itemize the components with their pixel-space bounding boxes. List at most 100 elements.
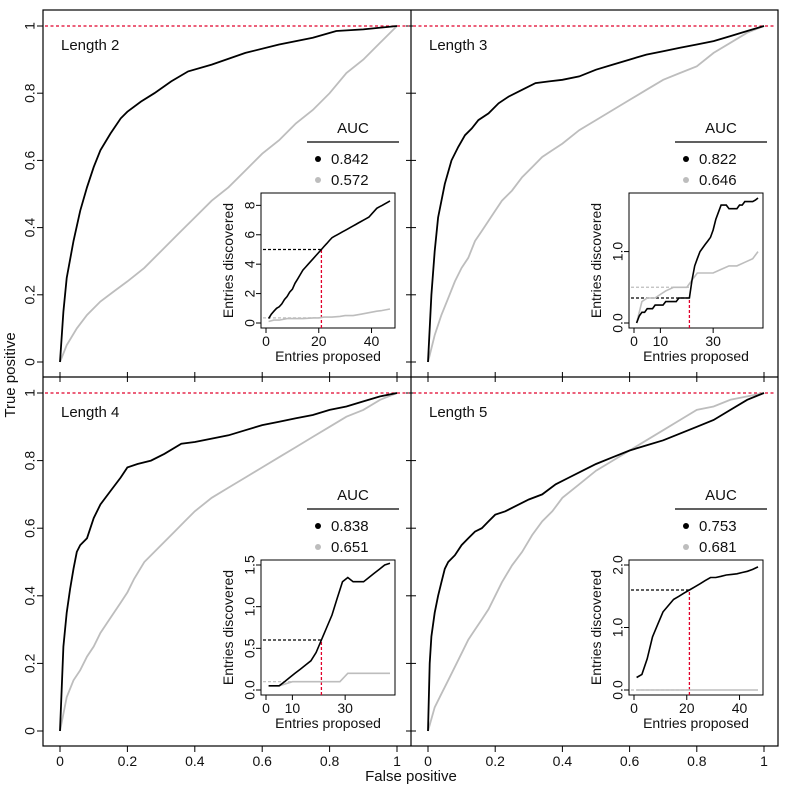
- y-axis-tick-label: 1: [22, 389, 38, 397]
- auc-legend-marker-primary: [683, 156, 689, 162]
- inset-curve-secondary: [268, 672, 390, 687]
- inset-y-tick-label: 4: [242, 260, 258, 268]
- auc-value-primary: 0.842: [331, 151, 369, 168]
- inset-x-tick-label: 30: [705, 333, 721, 349]
- auc-value-primary: 0.822: [699, 151, 737, 168]
- inset-y-tick-label: 0.0: [242, 680, 258, 700]
- inset-x-tick-label: 0: [262, 700, 270, 716]
- y-axis-tick-label: 0.8: [22, 451, 38, 471]
- roc-curve-primary: [427, 392, 765, 732]
- y-axis-tick-label: 0.2: [22, 653, 38, 673]
- inset-x-tick-label: 30: [337, 700, 353, 716]
- auc-legend-header: AUC: [705, 120, 737, 137]
- inset-frame: [260, 559, 396, 696]
- inset-y-tick-label: 0.0: [610, 313, 626, 333]
- x-axis-tick-label: 0.2: [118, 753, 138, 769]
- inset-x-label: Entries proposed: [275, 715, 381, 731]
- panel-title: Length 3: [429, 37, 487, 54]
- inset-y-label: Entries discovered: [220, 570, 236, 685]
- panel-2: Length 3 AUC 0.822 0.646 0 10 30 0.0 1.0 Entries …: [413, 25, 776, 364]
- auc-legend-header: AUC: [337, 487, 369, 504]
- x-axis-tick-label: 0.6: [620, 753, 640, 769]
- inset-y-tick-label: 2: [242, 289, 258, 297]
- inset-x-tick-label: 0: [630, 700, 638, 716]
- auc-legend-marker-secondary: [315, 177, 321, 183]
- inset-y-label: Entries discovered: [588, 570, 604, 685]
- panel-title: Length 5: [429, 404, 487, 421]
- auc-value-primary: 0.838: [331, 518, 369, 535]
- panel-1: Length 2 AUC 0.842 0.572 0 20 40 0 2 4 6 8 Entries p…: [45, 25, 409, 364]
- inset-y-label: Entries discovered: [220, 203, 236, 318]
- panel-4: Length 5 AUC 0.753 0.681 0 20 40 0.0 1.0 2.0 Entri…: [413, 392, 776, 732]
- auc-value-secondary: 0.572: [331, 172, 369, 189]
- auc-legend-marker-primary: [315, 523, 321, 529]
- inset-plot: 0 20 40 0 2 4 6 8 Entries proposed Entries discov…: [220, 192, 396, 364]
- roc-curve-secondary: [59, 25, 398, 363]
- y-axis-tick-label: 0.8: [22, 83, 38, 103]
- x-axis-tick-label: 0.2: [485, 753, 505, 769]
- inset-curve-primary: [268, 562, 391, 687]
- roc-curve-secondary: [427, 25, 765, 363]
- roc-curve-secondary: [427, 392, 765, 732]
- auc-value-primary: 0.753: [699, 518, 737, 535]
- inset-y-tick-label: 0: [242, 319, 258, 327]
- inset-y-tick-label: 2.0: [610, 555, 626, 575]
- x-axis-tick-label: 0: [56, 753, 64, 769]
- inset-y-label: Entries discovered: [588, 203, 604, 318]
- inset-x-label: Entries proposed: [275, 348, 381, 364]
- inset-frame: [628, 559, 764, 696]
- inset-curve-primary: [636, 566, 759, 679]
- y-axis-tick-label: 0: [22, 727, 38, 735]
- y-axis-tick-label: 0: [22, 358, 38, 366]
- auc-value-secondary: 0.646: [699, 172, 737, 189]
- x-axis-tick-label: 1: [393, 753, 401, 769]
- roc-curve-primary: [59, 25, 398, 363]
- inset-plot: 0 10 30 0.0 1.0 Entries proposed Entries disco…: [588, 192, 764, 364]
- inset-x-label: Entries proposed: [643, 348, 749, 364]
- panel-title: Length 4: [61, 404, 119, 421]
- inset-x-tick-label: 40: [364, 333, 380, 349]
- auc-value-secondary: 0.681: [699, 539, 737, 556]
- inset-curve-primary: [267, 200, 391, 320]
- inset-x-tick-label: 40: [732, 700, 748, 716]
- inset-curve-secondary: [635, 251, 759, 324]
- inset-plot: 0 20 40 0.0 1.0 2.0 Entries proposed Entries di…: [588, 555, 764, 731]
- auc-value-secondary: 0.651: [331, 539, 369, 556]
- y-axis-tick-label: 0.6: [22, 518, 38, 538]
- inset-y-tick-label: 1.0: [610, 242, 626, 262]
- roc-curve-secondary: [59, 392, 398, 732]
- inset-y-tick-label: 0.5: [242, 638, 258, 658]
- auc-legend-marker-secondary: [683, 544, 689, 550]
- inset-y-tick-label: 1.5: [242, 555, 258, 575]
- inset-x-tick-label: 0: [262, 333, 270, 349]
- inset-curve-primary: [635, 197, 759, 324]
- y-axis-tick-label: 0.2: [22, 285, 38, 305]
- x-axis-tick-label: 0.6: [252, 753, 272, 769]
- x-axis-tick-label: 0.8: [320, 753, 340, 769]
- x-axis-tick-label: 0.8: [687, 753, 707, 769]
- auc-legend-marker-primary: [683, 523, 689, 529]
- x-axis-tick-label: 0.4: [185, 753, 205, 769]
- auc-legend-marker-primary: [315, 156, 321, 162]
- y-axis-tick-label: 0.4: [22, 218, 38, 238]
- inset-x-tick-label: 0: [630, 333, 638, 349]
- x-axis-tick-label: 0.4: [553, 753, 573, 769]
- inset-x-tick-label: 20: [679, 700, 695, 716]
- inset-plot: 0 10 30 0.0 0.5 1.0 1.5 Entries proposed Entries…: [220, 555, 396, 731]
- inset-x-tick-label: 10: [285, 700, 301, 716]
- inset-frame: [260, 192, 396, 329]
- inset-x-label: Entries proposed: [643, 715, 749, 731]
- auc-legend-header: AUC: [705, 487, 737, 504]
- panel-3: Length 4 AUC 0.838 0.651 0 10 30 0.0 0.5 1.0 1.5 En…: [45, 392, 409, 732]
- y-axis-label: True positive: [2, 332, 19, 417]
- auc-legend-marker-secondary: [683, 177, 689, 183]
- inset-y-tick-label: 0.0: [610, 680, 626, 700]
- inset-curve-secondary: [268, 308, 391, 323]
- y-axis-tick-label: 0.4: [22, 586, 38, 606]
- inset-x-tick-label: 10: [653, 333, 669, 349]
- inset-y-tick-label: 8: [242, 201, 258, 209]
- roc-curve-primary: [59, 392, 398, 732]
- x-axis-tick-label: 0: [424, 753, 432, 769]
- x-axis-label: False positive: [365, 768, 457, 785]
